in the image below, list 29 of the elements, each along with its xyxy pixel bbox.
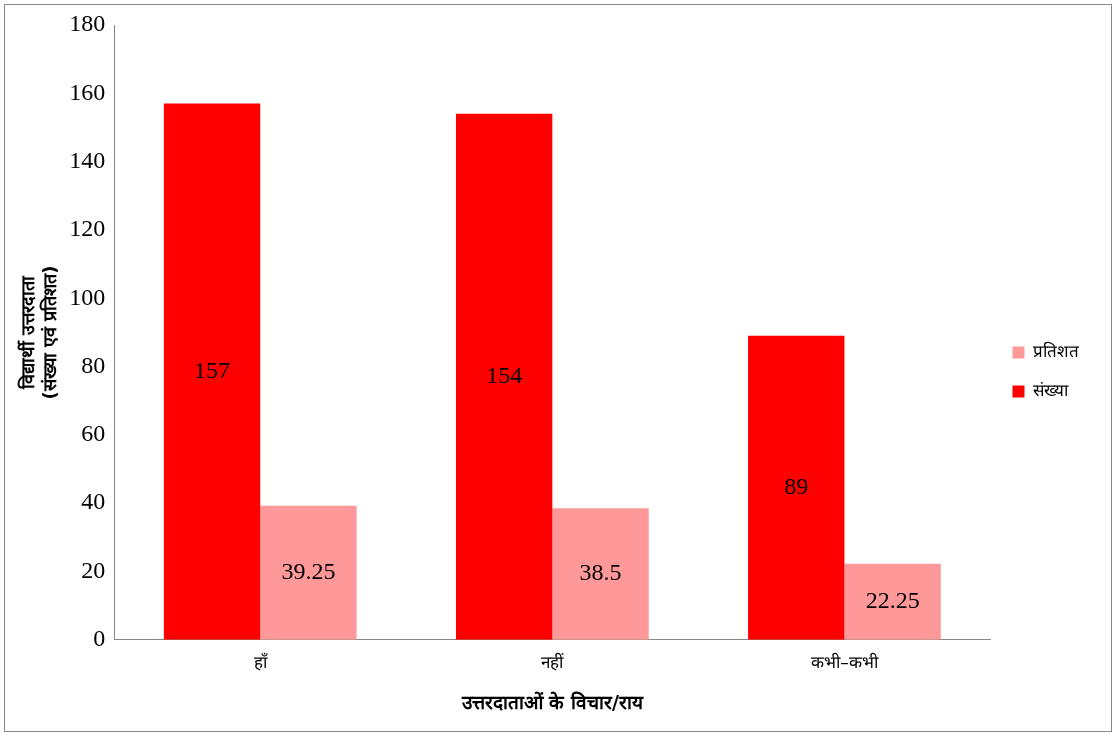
y-tick-label: 120 [69, 215, 106, 242]
bar [163, 103, 261, 640]
x-tick-label: हाँ [253, 652, 268, 673]
y-tick-label: 40 [81, 488, 106, 515]
data-label: 89 [784, 473, 809, 500]
y-tick-label: 180 [69, 10, 106, 37]
x-tick-label: नहीं [541, 652, 565, 673]
y-tick-label: 0 [93, 625, 106, 652]
y-axis-title: विद्यार्थी उत्तरदाता (संख्या एवं प्रतिशत) [17, 265, 61, 400]
data-label: 38.5 [579, 559, 622, 586]
y-tick-label: 140 [69, 146, 106, 173]
x-tick-label: कभी–कभी [811, 652, 879, 673]
legend-label: संख्या [1033, 379, 1069, 400]
bar [844, 563, 941, 640]
data-label: 157 [194, 356, 231, 383]
y-tick-label: 60 [81, 420, 106, 447]
bar [552, 508, 649, 640]
data-label: 39.25 [281, 558, 336, 585]
legend-label: प्रतिशत [1033, 340, 1079, 361]
bar [260, 505, 357, 640]
y-tick-label: 20 [81, 556, 106, 583]
bar [748, 335, 845, 640]
data-label: 154 [486, 362, 523, 389]
data-label: 22.25 [865, 587, 920, 614]
y-tick-label: 80 [81, 351, 106, 378]
y-tick-label: 100 [69, 283, 106, 310]
y-tick-label: 160 [69, 78, 106, 105]
bar [455, 113, 553, 640]
x-axis-title: उत्तरदाताओं के विचार/राय [460, 690, 644, 713]
